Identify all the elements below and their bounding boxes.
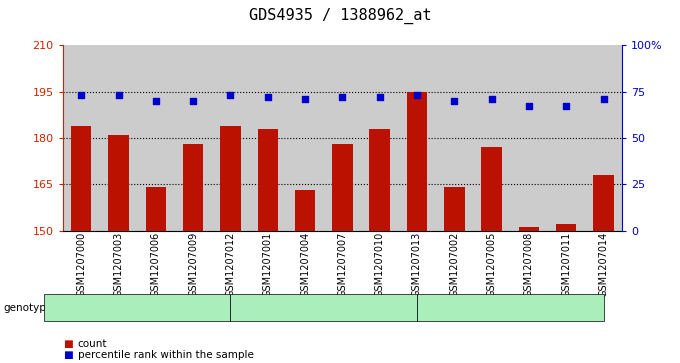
Point <box>411 93 422 98</box>
Bar <box>183 144 203 231</box>
Text: ■: ■ <box>63 350 72 360</box>
Text: ■: ■ <box>63 339 72 349</box>
Point <box>524 103 534 109</box>
Text: count: count <box>78 339 107 349</box>
Point <box>262 94 273 100</box>
Bar <box>220 126 241 231</box>
Point <box>75 93 86 98</box>
Bar <box>71 126 92 231</box>
Point <box>449 98 460 104</box>
Bar <box>295 191 316 231</box>
Point <box>188 98 199 104</box>
Point <box>300 96 311 102</box>
Point <box>561 103 572 109</box>
Text: ▶: ▶ <box>52 303 59 313</box>
Bar <box>407 92 427 231</box>
Bar <box>481 147 502 231</box>
Bar <box>146 187 166 231</box>
Bar <box>332 144 353 231</box>
Point <box>486 96 497 102</box>
Text: Pdx-1 overexpression: Pdx-1 overexpression <box>450 303 570 313</box>
Point <box>113 93 124 98</box>
Text: percentile rank within the sample: percentile rank within the sample <box>78 350 254 360</box>
Bar <box>444 187 464 231</box>
Bar <box>108 135 129 231</box>
Bar <box>556 224 577 231</box>
Point <box>225 93 236 98</box>
Text: untreated: untreated <box>109 303 165 313</box>
Point <box>337 94 348 100</box>
Text: genotype/variation: genotype/variation <box>3 303 103 313</box>
Text: GDS4935 / 1388962_at: GDS4935 / 1388962_at <box>249 8 431 24</box>
Bar <box>519 228 539 231</box>
Text: β-gal overexpression: β-gal overexpression <box>266 303 382 313</box>
Point <box>598 96 609 102</box>
Bar <box>369 129 390 231</box>
Bar <box>258 129 278 231</box>
Point <box>374 94 385 100</box>
Bar <box>593 175 614 231</box>
Point <box>150 98 161 104</box>
